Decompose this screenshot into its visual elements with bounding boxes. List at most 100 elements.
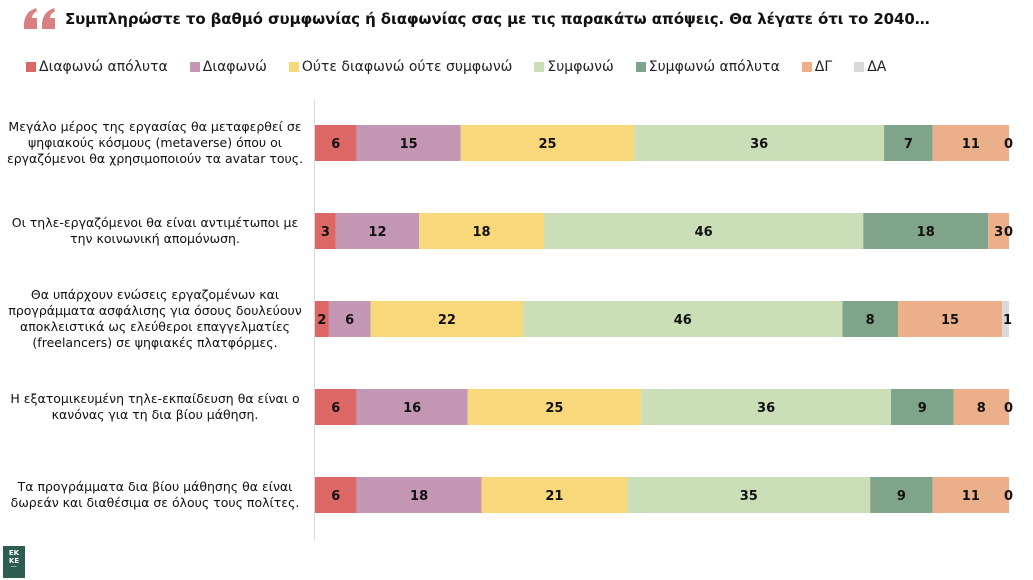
data-label: 0 bbox=[1004, 137, 1013, 152]
legend-label: Διαφωνώ bbox=[202, 59, 267, 75]
legend-label: Διαφωνώ απόλυτα bbox=[39, 59, 168, 75]
bar-segment bbox=[460, 125, 635, 161]
data-label: 15 bbox=[941, 313, 959, 328]
ekke-logo: EK KE ▬▬▬ bbox=[3, 546, 25, 578]
legend-item: Συμφωνώ bbox=[534, 59, 614, 75]
data-label: 36 bbox=[750, 137, 768, 152]
legend-swatch bbox=[801, 62, 812, 72]
bar-segment bbox=[315, 301, 329, 337]
category-label: Η εξατομικευμένη τηλε-εκπαίδευση θα είνα… bbox=[10, 391, 300, 422]
data-label: 16 bbox=[403, 401, 421, 416]
legend-swatch bbox=[635, 62, 646, 72]
logo-text-1: EK bbox=[8, 549, 20, 557]
data-label: 18 bbox=[410, 489, 428, 504]
data-label: 21 bbox=[545, 489, 563, 504]
legend-swatch bbox=[189, 62, 200, 72]
bar-segment bbox=[523, 301, 843, 337]
data-label: 3 bbox=[321, 225, 330, 240]
bar-segment bbox=[634, 125, 885, 161]
chart-legend: Διαφωνώ απόλυτα Διαφωνώ Ούτε διαφωνώ ούτε … bbox=[26, 59, 908, 75]
data-label: 0 bbox=[1004, 489, 1013, 504]
bar-segment bbox=[544, 213, 864, 249]
bar-segment bbox=[481, 477, 628, 513]
data-label: 7 bbox=[904, 137, 913, 152]
data-label: 6 bbox=[331, 137, 340, 152]
bar-segment bbox=[356, 477, 482, 513]
y-axis-line bbox=[314, 100, 315, 540]
legend-swatch bbox=[854, 62, 865, 72]
data-label: 22 bbox=[438, 313, 456, 328]
legend-label: Συμφωνώ απόλυτα bbox=[648, 59, 780, 75]
bar-segment bbox=[315, 477, 357, 513]
data-label: 18 bbox=[473, 225, 491, 240]
data-label: 1 bbox=[1003, 313, 1012, 328]
legend-item: ΔΑ bbox=[854, 59, 886, 75]
bar-segment bbox=[328, 301, 371, 337]
legend-item: ΔΓ bbox=[801, 59, 833, 75]
legend-swatch bbox=[534, 62, 545, 72]
bar-segment bbox=[953, 389, 1009, 425]
data-label: 25 bbox=[545, 401, 563, 416]
data-label: 36 bbox=[757, 401, 775, 416]
bar-segment bbox=[315, 389, 357, 425]
bar-segment bbox=[1002, 301, 1009, 337]
quote-icon bbox=[22, 6, 62, 32]
legend-label: Ούτε διαφωνώ ούτε συμφωνώ bbox=[301, 59, 513, 75]
data-label: 8 bbox=[866, 313, 875, 328]
legend-item: Ούτε διαφωνώ ούτε συμφωνώ bbox=[288, 59, 513, 75]
data-label: 12 bbox=[368, 225, 386, 240]
bar-segment bbox=[842, 301, 898, 337]
bar-segment bbox=[627, 477, 871, 513]
legend-item: Διαφωνώ απόλυτα bbox=[26, 59, 168, 75]
data-label: 9 bbox=[918, 401, 927, 416]
legend-item: Συμφωνώ απόλυτα bbox=[635, 59, 780, 75]
data-label: 6 bbox=[345, 313, 354, 328]
title-row: Συμπληρώστε το βαθμό συμφωνίας ή διαφωνί… bbox=[22, 4, 930, 34]
legend-label: ΔΑ bbox=[867, 59, 887, 75]
bar-segment bbox=[419, 213, 545, 249]
data-label: 11 bbox=[962, 489, 980, 504]
data-label: 46 bbox=[674, 313, 692, 328]
bar-segment bbox=[315, 213, 336, 249]
bar-segment bbox=[932, 125, 1009, 161]
legend-swatch bbox=[288, 62, 299, 72]
data-label: 11 bbox=[962, 137, 980, 152]
category-label: Τα προγράμματα δια βίου μάθησης θα είναι… bbox=[10, 479, 300, 510]
data-label: 15 bbox=[400, 137, 418, 152]
chart-title: Συμπληρώστε το βαθμό συμφωνίας ή διαφωνί… bbox=[65, 10, 930, 28]
category-label: Οι τηλε-εργαζόμενοι θα είναι αντιμέτωποι… bbox=[11, 215, 299, 246]
bar-segment bbox=[356, 125, 461, 161]
bar-segment bbox=[897, 301, 1003, 337]
bar-segment bbox=[988, 213, 1009, 249]
data-label: 6 bbox=[331, 401, 340, 416]
data-label: 0 bbox=[1004, 401, 1013, 416]
legend-swatch bbox=[26, 62, 36, 72]
data-label: 3 bbox=[994, 225, 1003, 240]
category-label: Μεγάλο μέρος της εργασίας θα μεταφερθεί … bbox=[6, 119, 304, 166]
bar-segment bbox=[315, 125, 357, 161]
data-label: 2 bbox=[317, 313, 326, 328]
legend-label: ΔΓ bbox=[814, 59, 833, 75]
logo-subtext: ▬▬▬ bbox=[11, 566, 17, 568]
legend-item: Διαφωνώ bbox=[189, 59, 267, 75]
bar-segment bbox=[641, 389, 892, 425]
category-label: Θα υπάρχουν ενώσεις εργαζομένων και προγ… bbox=[8, 287, 302, 350]
bar-segment bbox=[863, 213, 989, 249]
data-label: 46 bbox=[695, 225, 713, 240]
bar-segment bbox=[891, 389, 954, 425]
bar-segment bbox=[870, 477, 933, 513]
data-label: 18 bbox=[917, 225, 935, 240]
bar-segment bbox=[335, 213, 420, 249]
logo-text-2: KE bbox=[8, 557, 20, 565]
data-label: 6 bbox=[331, 489, 340, 504]
data-label: 8 bbox=[977, 401, 986, 416]
bar-segment bbox=[884, 125, 933, 161]
bar-segment bbox=[356, 389, 468, 425]
bar-segment bbox=[467, 389, 642, 425]
data-label: 9 bbox=[897, 489, 906, 504]
data-label: 25 bbox=[538, 137, 556, 152]
data-label: 0 bbox=[1004, 225, 1013, 240]
data-label: 35 bbox=[740, 489, 758, 504]
bar-segment bbox=[370, 301, 524, 337]
